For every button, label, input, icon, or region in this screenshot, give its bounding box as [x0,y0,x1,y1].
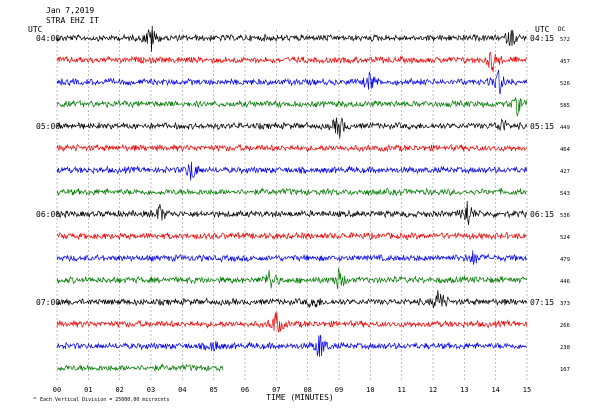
dc-value: 543 [560,191,570,197]
trace-line [56,334,527,357]
trace-line [56,363,224,372]
dc-value: 572 [560,37,570,43]
trace-line [56,69,528,95]
dc-value: 524 [560,235,571,241]
footnote-marker: ^ [33,397,37,404]
x-tick-label: 01 [84,386,92,394]
dc-value: 373 [560,301,570,307]
header-station: STRA EHZ IT [46,16,99,25]
x-tick-label: 04 [178,386,186,394]
x-tick-labels: 00 01 02 03 04 05 06 07 08 09 10 11 12 13 14 15 [53,386,531,394]
trace-line [56,290,528,309]
dc-value: 526 [560,81,570,87]
trace-line [56,187,527,197]
x-axis-title: TIME (MINUTES) [266,393,333,402]
trace-line [56,250,528,265]
x-tick-label: 08 [303,386,311,394]
right-time-label: 07:15 [530,298,554,307]
x-tick-label: 05 [209,386,217,394]
dc-value: 427 [560,169,570,175]
dc-header: DC [558,26,566,33]
x-tick-label: 15 [523,386,531,394]
x-tick-label: 03 [147,386,155,394]
trace-line [56,25,527,52]
trace-line [56,161,528,181]
right-time-label: 05:15 [530,122,554,131]
left-utc-label: UTC [28,25,43,34]
dc-value: 238 [560,345,570,351]
x-tick-label: 09 [335,386,343,394]
x-tick-label: 00 [53,386,61,394]
x-tick-label: 11 [397,386,405,394]
dc-value: 479 [560,257,570,263]
dc-value: 585 [560,103,570,109]
right-utc-label: UTC [535,25,550,34]
trace-line [56,200,528,225]
left-time-labels: 04:00 05:00 06:00 07:00 [36,34,60,307]
trace-line [56,51,528,73]
x-tick-label: 10 [366,386,374,394]
left-time-label: 05:00 [36,122,60,131]
x-tick-label: 14 [491,386,499,394]
footnote: Each Vertical Division = 25000.00 microc… [40,397,169,403]
x-tick-label: 06 [241,386,249,394]
dc-value: 464 [560,147,571,153]
dc-value: 167 [560,367,570,373]
dc-value: 457 [560,59,570,65]
trace-line [56,231,527,241]
dc-value: 449 [560,125,570,131]
trace-line [56,143,528,153]
trace-line [56,116,528,139]
left-time-label: 04:00 [36,34,60,43]
seismic-traces [56,25,528,372]
trace-line [56,311,528,333]
header-date: Jan 7,2019 [46,6,94,15]
x-tick-label: 07 [272,386,280,394]
right-time-label: 06:15 [530,210,554,219]
trace-line [56,267,528,290]
trace-line [56,96,528,117]
dc-value: 446 [560,279,570,285]
left-time-label: 06:00 [36,210,60,219]
dc-values: 572 457 526 585 449 464 427 543 536 524 479 446 373 2… [560,37,571,373]
x-tick-label: 02 [115,386,123,394]
dc-value: 266 [560,323,570,329]
x-tick-label: 12 [429,386,437,394]
dc-value: 536 [560,213,570,219]
right-time-labels: 04:15 05:15 06:15 07:15 [530,34,554,307]
left-time-label: 07:00 [36,298,60,307]
right-time-label: 04:15 [530,34,554,43]
x-tick-label: 13 [460,386,468,394]
